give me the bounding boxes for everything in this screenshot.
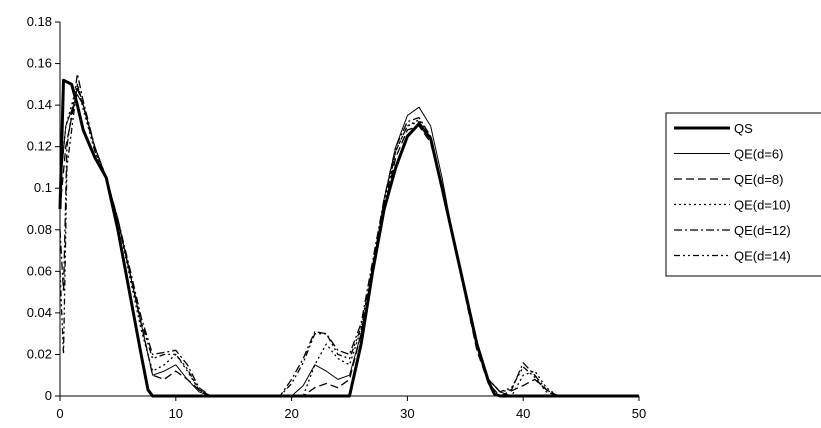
legend-box (665, 112, 821, 277)
legend-label-2: QE(d=6) (734, 147, 784, 162)
y-tick-label: 0.06 (27, 263, 52, 278)
y-tick-label: 0.12 (27, 139, 52, 154)
x-tick-label: 10 (169, 406, 183, 421)
x-tick-label: 20 (284, 406, 298, 421)
y-tick-label: 0.16 (27, 56, 52, 71)
legend-label-5: QE(d=12) (734, 223, 791, 238)
y-tick-label: 0.14 (27, 97, 52, 112)
legend: QS QE(d=6) QE(d=8) QE(d=10) QE(d=12) QE(d=14) (665, 112, 821, 277)
series-line-5 (59, 73, 639, 397)
y-tick-label: 0.08 (27, 222, 52, 237)
series-line-4 (59, 83, 639, 397)
y-tick-label: 0.1 (34, 180, 52, 195)
y-tick-label: 0.18 (27, 14, 52, 29)
legend-label-6: QE(d=14) (734, 249, 791, 264)
x-axis: 0 10 20 30 40 50 (56, 395, 646, 421)
x-tick-label: 30 (400, 406, 414, 421)
series-line-6 (59, 83, 639, 397)
legend-label-4: QE(d=10) (734, 198, 791, 213)
series-layer (58, 73, 639, 398)
y-tick-label: 0.02 (27, 346, 52, 361)
x-tick-label: 50 (632, 406, 646, 421)
y-axis: 0 0.02 0.04 0.06 0.08 0.1 0.12 0.14 0.16 0.18 (27, 14, 61, 403)
legend-label-1: QS (734, 121, 753, 136)
x-tick-label: 40 (516, 406, 530, 421)
y-tick-label: 0.04 (27, 305, 52, 320)
legend-label-3: QE(d=8) (734, 172, 784, 187)
y-tick-label: 0 (45, 388, 52, 403)
x-tick-label: 0 (56, 406, 63, 421)
